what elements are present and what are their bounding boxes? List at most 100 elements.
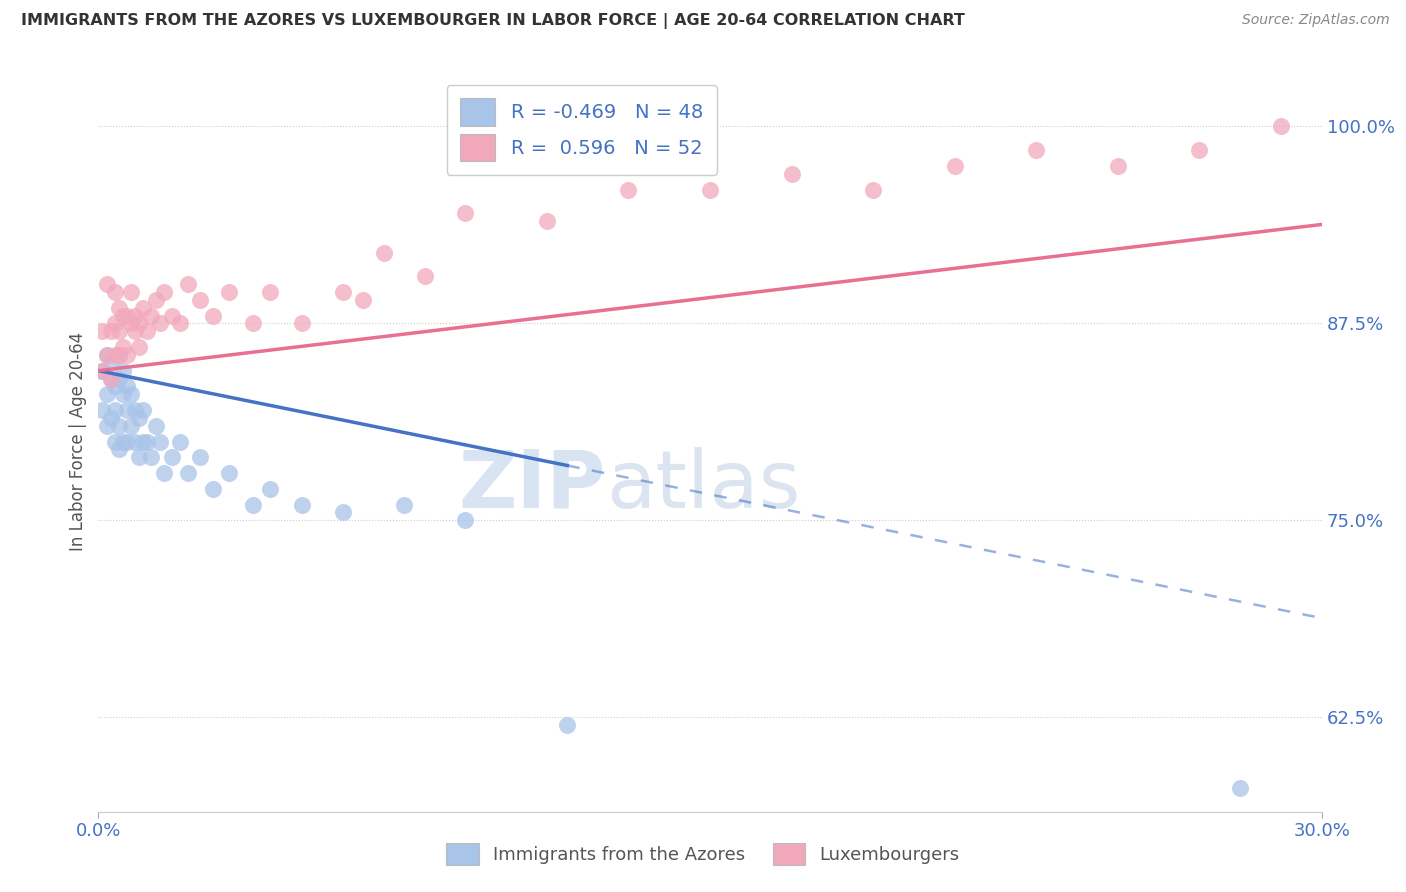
Point: [332, 285, 354, 299]
Point: [128, 340, 150, 354]
Point: [115, 434, 138, 449]
Point: [149, 317, 172, 331]
Point: [108, 371, 131, 385]
Point: [291, 498, 314, 512]
Point: [177, 277, 200, 291]
Point: [141, 450, 163, 465]
Point: [160, 450, 183, 465]
Point: [108, 418, 131, 433]
Point: [100, 371, 122, 385]
Point: [124, 324, 146, 338]
Point: [862, 182, 884, 196]
Point: [242, 498, 264, 512]
Point: [555, 718, 579, 732]
Point: [152, 285, 174, 299]
Point: [104, 348, 127, 362]
Point: [108, 301, 131, 315]
Point: [91, 364, 114, 378]
Point: [169, 317, 191, 331]
Point: [124, 434, 146, 449]
Point: [943, 159, 966, 173]
Point: [152, 466, 174, 480]
Point: [392, 498, 416, 512]
Point: [617, 182, 640, 196]
Point: [136, 434, 159, 449]
Legend: R = -0.469   N = 48, R =  0.596   N = 52: R = -0.469 N = 48, R = 0.596 N = 52: [447, 85, 717, 175]
Point: [699, 182, 721, 196]
Point: [124, 309, 146, 323]
Point: [108, 442, 131, 457]
Point: [1229, 781, 1251, 796]
Point: [120, 285, 142, 299]
Point: [141, 309, 163, 323]
Point: [218, 466, 240, 480]
Point: [96, 277, 118, 291]
Text: ZIP: ZIP: [458, 447, 606, 525]
Point: [218, 285, 240, 299]
Point: [169, 434, 191, 449]
Point: [177, 466, 200, 480]
Point: [352, 293, 374, 307]
Point: [454, 513, 477, 527]
Point: [96, 418, 118, 433]
Point: [132, 434, 155, 449]
Point: [104, 434, 127, 449]
Point: [108, 348, 131, 362]
Point: [1025, 143, 1047, 157]
Point: [104, 285, 127, 299]
Point: [100, 411, 122, 425]
Point: [259, 482, 281, 496]
Point: [201, 309, 224, 323]
Point: [111, 364, 134, 378]
Text: Source: ZipAtlas.com: Source: ZipAtlas.com: [1241, 13, 1389, 28]
Point: [115, 348, 138, 362]
Point: [111, 309, 134, 323]
Point: [115, 309, 138, 323]
Point: [128, 450, 150, 465]
Point: [780, 167, 803, 181]
Point: [145, 418, 167, 433]
Point: [91, 403, 114, 417]
Point: [242, 317, 264, 331]
Point: [1188, 143, 1211, 157]
Point: [100, 324, 122, 338]
Point: [124, 403, 146, 417]
Point: [291, 317, 314, 331]
Point: [128, 317, 150, 331]
Point: [115, 379, 138, 393]
Point: [111, 434, 134, 449]
Point: [145, 293, 167, 307]
Point: [108, 348, 131, 362]
Point: [104, 379, 127, 393]
Point: [91, 364, 114, 378]
Point: [96, 348, 118, 362]
Point: [100, 356, 122, 370]
Point: [259, 285, 281, 299]
Point: [188, 293, 212, 307]
Point: [91, 324, 114, 338]
Point: [413, 269, 436, 284]
Point: [1270, 120, 1292, 134]
Point: [136, 324, 159, 338]
Point: [160, 309, 183, 323]
Point: [111, 387, 134, 401]
Y-axis label: In Labor Force | Age 20-64: In Labor Force | Age 20-64: [69, 332, 87, 551]
Point: [132, 403, 155, 417]
Point: [115, 403, 138, 417]
Point: [454, 206, 477, 220]
Point: [100, 371, 122, 385]
Point: [201, 482, 224, 496]
Point: [1107, 159, 1129, 173]
Point: [188, 450, 212, 465]
Point: [373, 245, 395, 260]
Text: atlas: atlas: [606, 447, 800, 525]
Point: [108, 324, 131, 338]
Point: [104, 317, 127, 331]
Text: IMMIGRANTS FROM THE AZORES VS LUXEMBOURGER IN LABOR FORCE | AGE 20-64 CORRELATIO: IMMIGRANTS FROM THE AZORES VS LUXEMBOURG…: [21, 13, 965, 29]
Point: [132, 301, 155, 315]
Point: [120, 387, 142, 401]
Point: [536, 214, 558, 228]
Point: [120, 418, 142, 433]
Point: [111, 340, 134, 354]
Point: [332, 505, 354, 519]
